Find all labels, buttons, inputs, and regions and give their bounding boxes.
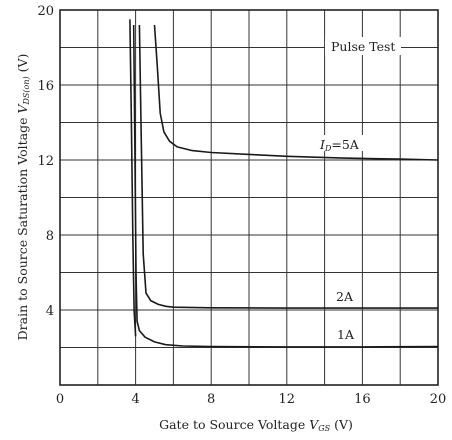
series-label-5a: ID=5A — [319, 137, 360, 153]
x-tick-labels: 0 4 8 12 16 20 — [56, 392, 446, 407]
series-label-bg-1a — [334, 326, 356, 342]
x-tick-label: 20 — [430, 392, 447, 407]
series-line-1 — [138, 24, 438, 309]
y-tick-label: 12 — [37, 154, 54, 169]
y-tick-label: 8 — [46, 229, 54, 244]
y-tick-label: 4 — [46, 304, 54, 319]
x-tick-label: 8 — [207, 392, 215, 407]
y-tick-labels: 4 8 12 16 20 — [37, 4, 54, 319]
grid — [60, 10, 438, 385]
annotation-background — [325, 37, 401, 55]
x-tick-label: 4 — [131, 392, 139, 407]
pulse-test-annotation: Pulse Test — [331, 39, 395, 54]
series-label-bg-2a — [334, 288, 358, 304]
y-tick-label: 16 — [37, 79, 54, 94]
series-line-2 — [132, 24, 439, 348]
series-line-3 — [129, 19, 137, 337]
series-line-0 — [153, 24, 439, 161]
series-label-2a: 2A — [336, 289, 354, 304]
y-axis-label: Drain to Source Saturation Voltage VDS(o… — [15, 54, 31, 341]
plot-frame — [59, 9, 439, 386]
x-tick-label: 12 — [279, 392, 296, 407]
x-tick-label: 16 — [354, 392, 371, 407]
series-label-bg-5a — [318, 135, 378, 151]
series-label-1a: 1A — [337, 327, 355, 342]
x-axis-label: Gate to Source Voltage VGS (V) — [159, 417, 353, 433]
x-tick-label: 0 — [56, 392, 64, 407]
y-tick-label: 20 — [37, 4, 54, 19]
curves — [129, 19, 439, 348]
